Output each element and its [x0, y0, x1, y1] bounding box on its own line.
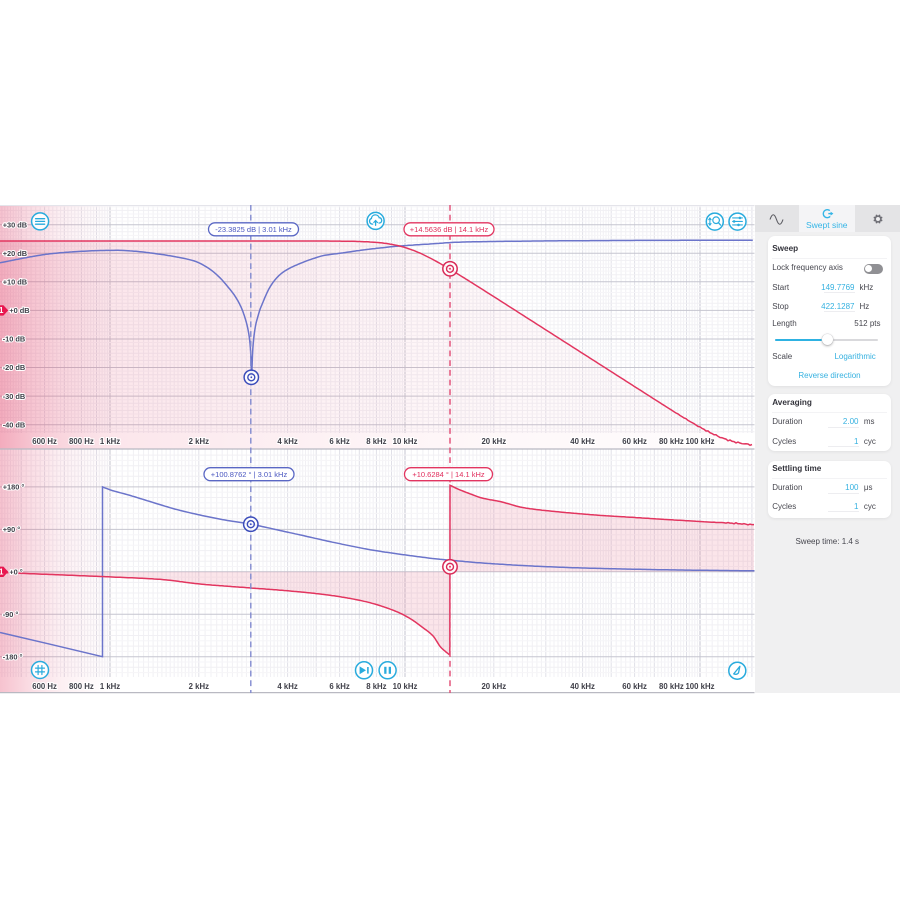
- svg-text:8 kHz: 8 kHz: [366, 682, 386, 691]
- svg-text:100 kHz: 100 kHz: [685, 437, 714, 446]
- svg-text:+0 dB: +0 dB: [9, 306, 29, 315]
- svg-text:+90 °: +90 °: [3, 525, 21, 534]
- svg-text:2 kHz: 2 kHz: [189, 437, 209, 446]
- svg-text:-40 dB: -40 dB: [3, 420, 26, 429]
- svg-text:600 Hz: 600 Hz: [32, 682, 57, 691]
- svg-text:600 Hz: 600 Hz: [32, 437, 57, 446]
- svg-text:6 kHz: 6 kHz: [329, 682, 349, 691]
- svg-text:+14.5636 dB | 14.1 kHz: +14.5636 dB | 14.1 kHz: [410, 225, 489, 234]
- svg-text:8 kHz: 8 kHz: [366, 437, 386, 446]
- svg-text:80 kHz: 80 kHz: [659, 682, 684, 691]
- svg-text:+10.6284 ° | 14.1 kHz: +10.6284 ° | 14.1 kHz: [412, 470, 485, 479]
- svg-text:40 kHz: 40 kHz: [570, 437, 595, 446]
- svg-text:6 kHz: 6 kHz: [329, 437, 349, 446]
- svg-text:10 kHz: 10 kHz: [393, 437, 418, 446]
- svg-text:1: 1: [0, 306, 4, 315]
- svg-text:-90 °: -90 °: [3, 610, 19, 619]
- svg-text:1 kHz: 1 kHz: [100, 682, 120, 691]
- svg-text:4 kHz: 4 kHz: [277, 437, 297, 446]
- svg-text:1: 1: [0, 568, 4, 577]
- svg-text:+180 °: +180 °: [3, 483, 25, 492]
- svg-text:-10 dB: -10 dB: [3, 335, 26, 344]
- svg-text:4 kHz: 4 kHz: [277, 682, 297, 691]
- svg-text:100 kHz: 100 kHz: [685, 682, 714, 691]
- svg-text:+30 dB: +30 dB: [3, 220, 27, 229]
- svg-text:80 kHz: 80 kHz: [659, 437, 684, 446]
- svg-text:+0 °: +0 °: [9, 568, 22, 577]
- svg-text:60 kHz: 60 kHz: [622, 682, 647, 691]
- svg-text:+10 dB: +10 dB: [3, 278, 27, 287]
- svg-text:+100.8762 ° | 3.01 kHz: +100.8762 ° | 3.01 kHz: [211, 470, 288, 479]
- svg-text:-30 dB: -30 dB: [3, 392, 26, 401]
- svg-text:800 Hz: 800 Hz: [69, 437, 94, 446]
- svg-text:1 kHz: 1 kHz: [100, 437, 120, 446]
- svg-text:2 kHz: 2 kHz: [189, 682, 209, 691]
- svg-text:40 kHz: 40 kHz: [570, 682, 595, 691]
- svg-text:60 kHz: 60 kHz: [622, 437, 647, 446]
- svg-text:10 kHz: 10 kHz: [393, 682, 418, 691]
- svg-text:20 kHz: 20 kHz: [481, 437, 506, 446]
- svg-text:20 kHz: 20 kHz: [481, 682, 506, 691]
- svg-text:800 Hz: 800 Hz: [69, 682, 94, 691]
- svg-text:-23.3825 dB | 3.01 kHz: -23.3825 dB | 3.01 kHz: [215, 225, 292, 234]
- svg-text:-20 dB: -20 dB: [3, 363, 26, 372]
- svg-text:-180 °: -180 °: [3, 652, 23, 661]
- svg-text:+20 dB: +20 dB: [3, 249, 27, 258]
